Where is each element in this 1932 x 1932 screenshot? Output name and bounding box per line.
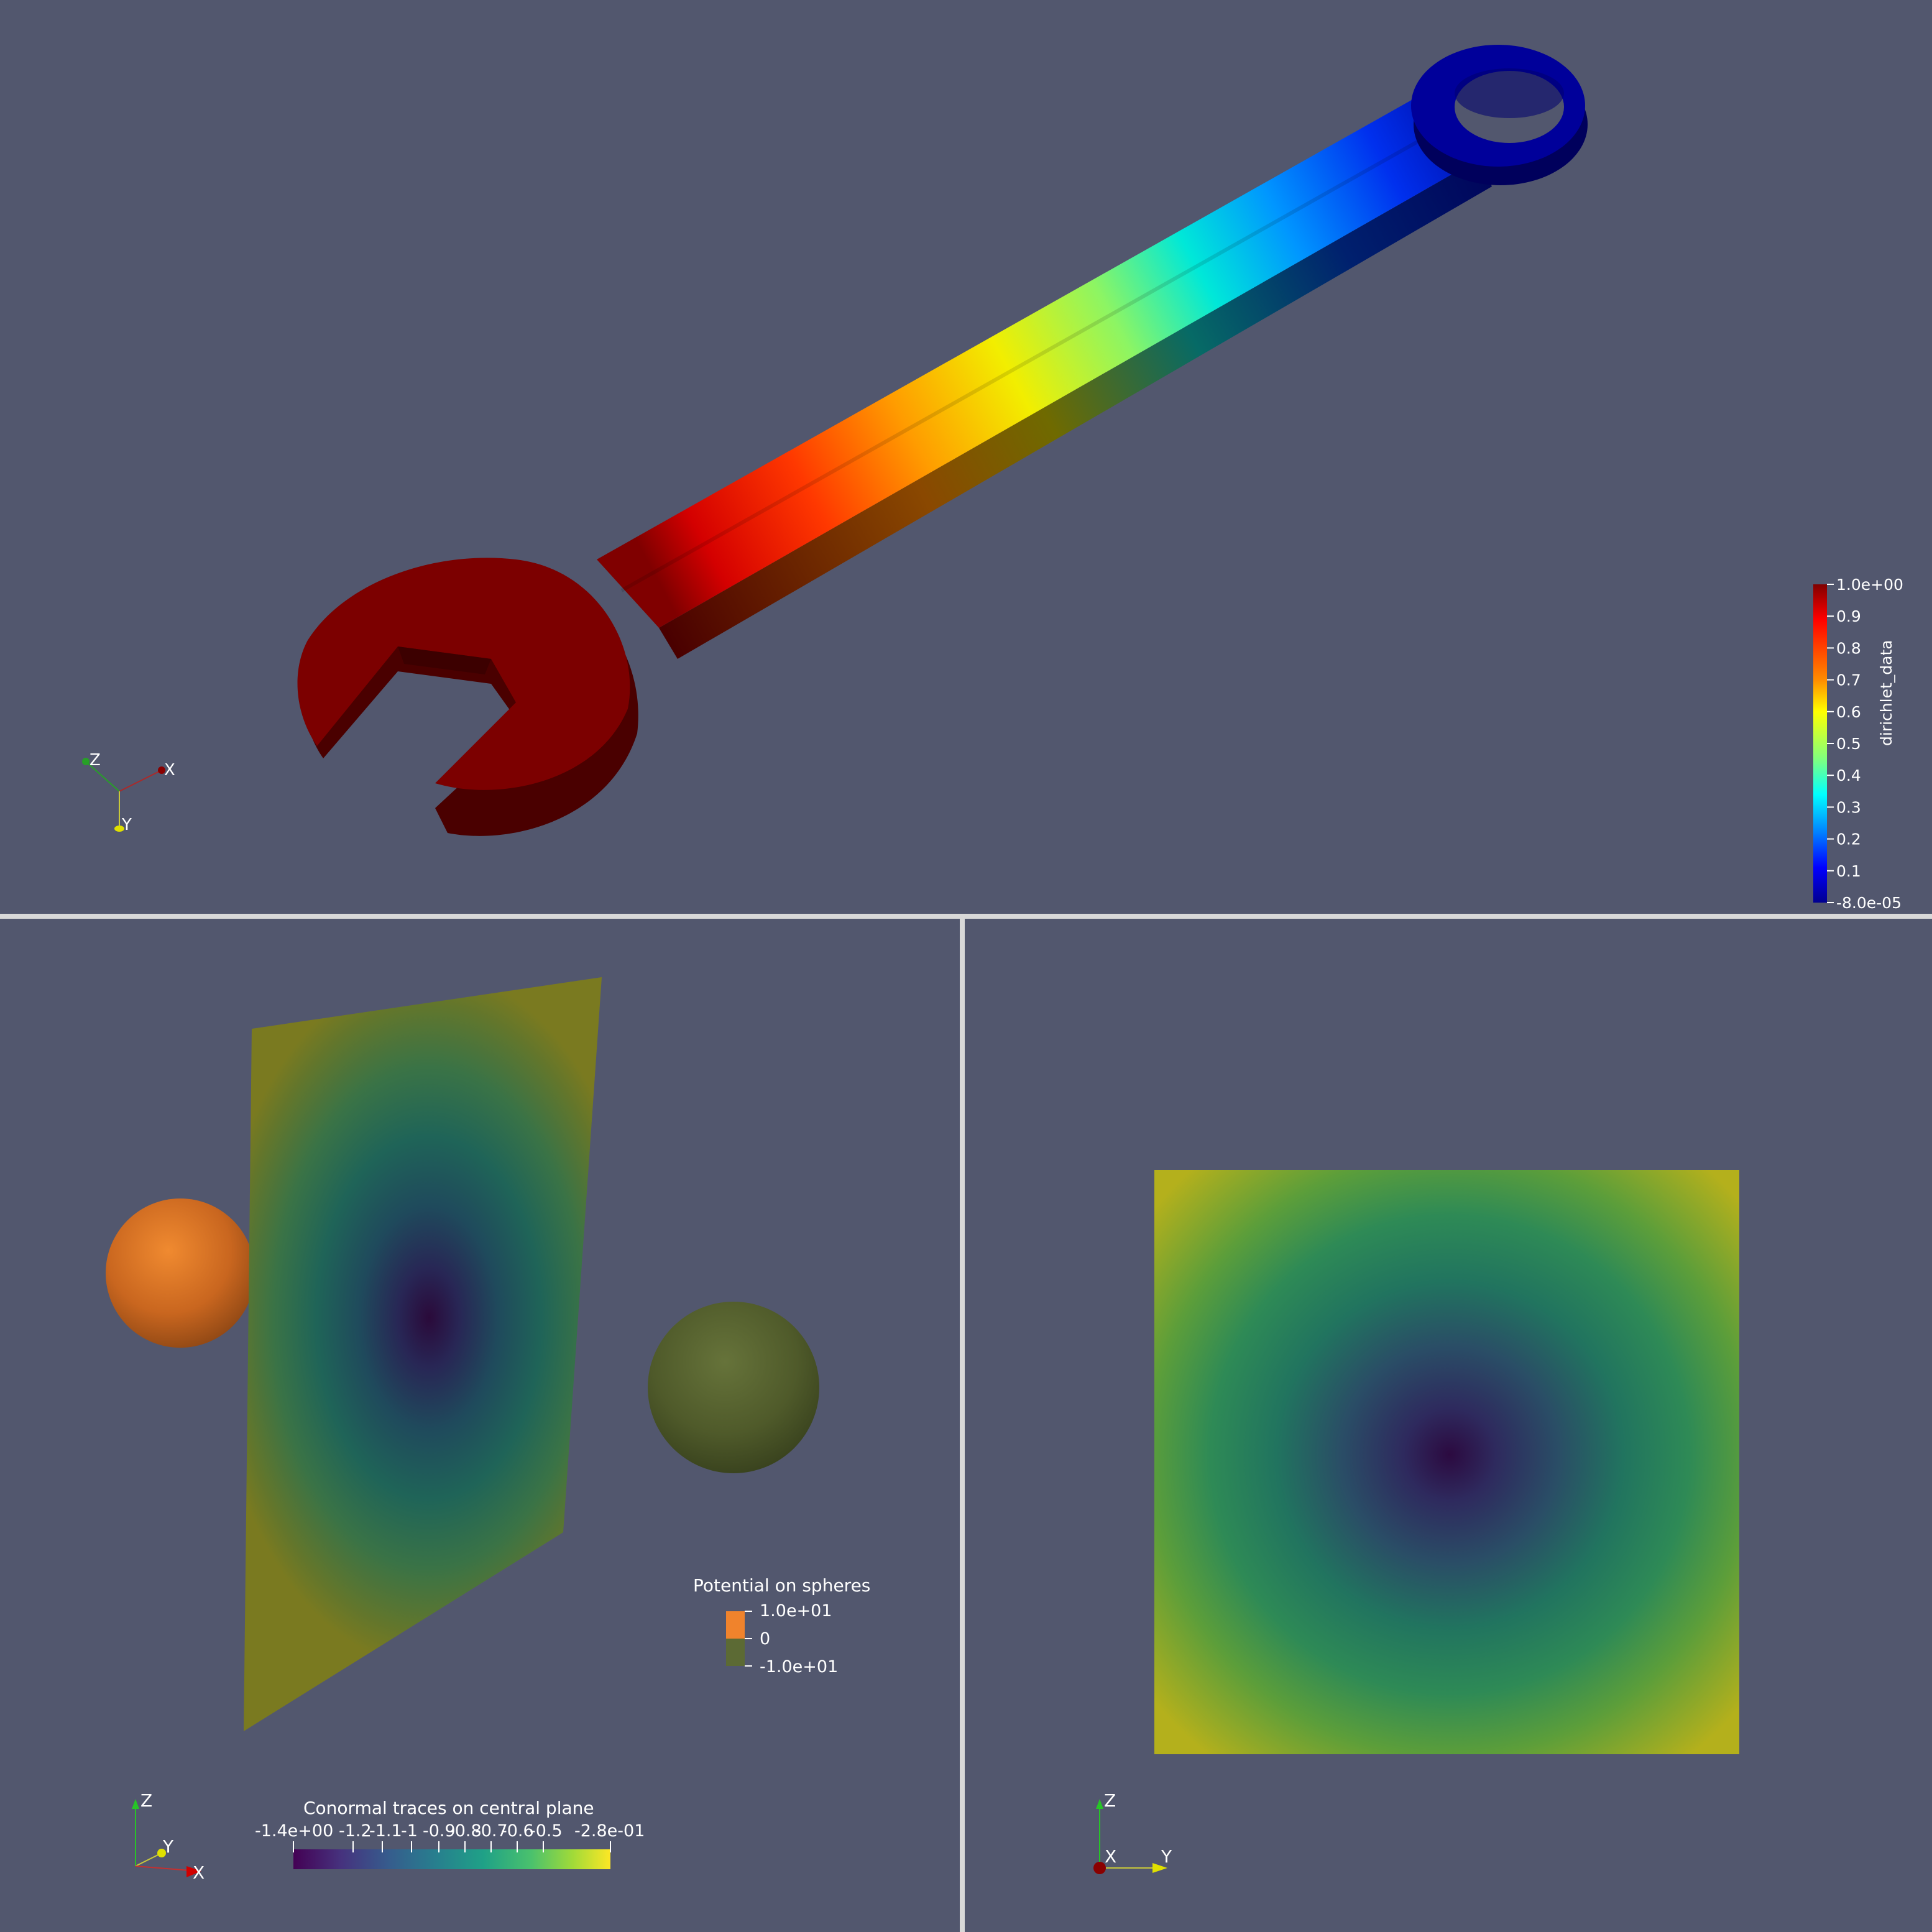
- wrench-jaw: [297, 558, 630, 790]
- dirichlet-colorbar-tick-label: 0.5: [1836, 735, 1861, 753]
- axis-label-y: Y: [1161, 1846, 1172, 1867]
- conormal-colorbar-tick-label: -1: [401, 1821, 418, 1841]
- dirichlet-colorbar-tick-label: 0.9: [1836, 607, 1861, 625]
- conormal-colorbar-ticks: -1.4e+00 -1.2-1.1-1 -0.9-0.8-0.7-0.6-0.5 -2…: [255, 1821, 645, 1852]
- spheres-legend-label-low: -1.0e+01: [760, 1657, 838, 1677]
- conormal-colorbar-tick-label: -2.8e-01: [574, 1821, 645, 1841]
- conormal-colorbar-title: Conormal traces on central plane: [303, 1798, 594, 1818]
- conormal-colorbar-tick-label: -0.5: [530, 1821, 563, 1841]
- top-render-view[interactable]: 1.0e+00 0.9 0.8 0.7 0.6 0.5 0.4 0.3 0.2 0.1 -8.0e-…: [0, 0, 1932, 914]
- axis-label-y: Y: [121, 816, 132, 834]
- dirichlet-colorbar-tick-label: -8.0e-05: [1836, 894, 1902, 912]
- conormal-colorbar-tick-label: -0.8: [449, 1821, 482, 1841]
- conormal-colorbar-tick-label: -0.9: [423, 1821, 456, 1841]
- dirichlet-colorbar-tick-label: 0.3: [1836, 798, 1861, 816]
- bottom-left-render-view[interactable]: Potential on spheres 1.0e+01 0 -1.0e+01 …: [0, 920, 960, 1932]
- dirichlet-colorbar-tick-label: 1.0e+00: [1836, 578, 1903, 594]
- spheres-legend-high-swatch: [726, 1611, 745, 1639]
- spheres-legend-low-swatch: [726, 1639, 745, 1666]
- conormal-colorbar-tick-label: -1.1: [369, 1821, 402, 1841]
- central-plane: [244, 977, 602, 1731]
- axis-label-y: Y: [162, 1836, 174, 1857]
- wrench-scene: [297, 45, 1588, 836]
- dirichlet-colorbar-tick-label: 0.2: [1836, 830, 1861, 849]
- axis-label-x: X: [164, 761, 175, 780]
- spheres-legend-title: Potential on spheres: [693, 1575, 870, 1596]
- conormal-colorbar: [293, 1849, 610, 1869]
- spheres-legend-label-high: 1.0e+01: [760, 1601, 832, 1621]
- central-plane-top-view: [1154, 1170, 1739, 1754]
- olive-sphere: [648, 1302, 819, 1473]
- orientation-axes-top: Z X Y: [82, 751, 175, 834]
- view-divider-vertical[interactable]: [960, 919, 965, 1932]
- axis-label-x: X: [1105, 1846, 1116, 1867]
- axis-label-x: X: [193, 1862, 205, 1883]
- conormal-colorbar-tick-label: -1.2: [339, 1821, 372, 1841]
- spheres-legend-label-zero: 0: [760, 1629, 770, 1649]
- bottom-right-render-view[interactable]: Z X Y: [965, 920, 1932, 1932]
- spheres-plane-scene: Potential on spheres 1.0e+01 0 -1.0e+01 …: [106, 977, 870, 1883]
- dirichlet-colorbar-tick-label: 0.1: [1836, 862, 1861, 880]
- view-divider-horizontal[interactable]: [0, 914, 1932, 919]
- axis-label-z: Z: [1104, 1790, 1116, 1811]
- axis-label-z: Z: [140, 1790, 152, 1811]
- conormal-colorbar-tick-label: -1.4e+00: [255, 1821, 333, 1841]
- conormal-colorbar-tick-label: -0.7: [475, 1821, 508, 1841]
- dirichlet-colorbar-tick-label: 0.7: [1836, 671, 1861, 689]
- wrench-handle-side: [659, 159, 1492, 659]
- conormal-colorbar-tick-label: -0.6: [501, 1821, 534, 1841]
- orientation-axes-br: Z X Y: [1093, 1790, 1172, 1874]
- dirichlet-colorbar-tick-label: 0.6: [1836, 703, 1861, 721]
- orange-sphere: [106, 1198, 255, 1348]
- axis-label-z: Z: [90, 751, 101, 770]
- dirichlet-colorbar-tick-label: 0.4: [1836, 766, 1861, 784]
- plane-top-scene: Z X Y: [1093, 1170, 1739, 1874]
- dirichlet-colorbar-title: dirichlet_data: [1877, 640, 1895, 746]
- orientation-axes-bl: Z Y X: [132, 1790, 205, 1883]
- dirichlet-colorbar: 1.0e+00 0.9 0.8 0.7 0.6 0.5 0.4 0.3 0.2 0.1 -8.0e-…: [1813, 578, 1903, 912]
- dirichlet-colorbar-tick-label: 0.8: [1836, 639, 1861, 657]
- wrench-handle: [597, 93, 1479, 628]
